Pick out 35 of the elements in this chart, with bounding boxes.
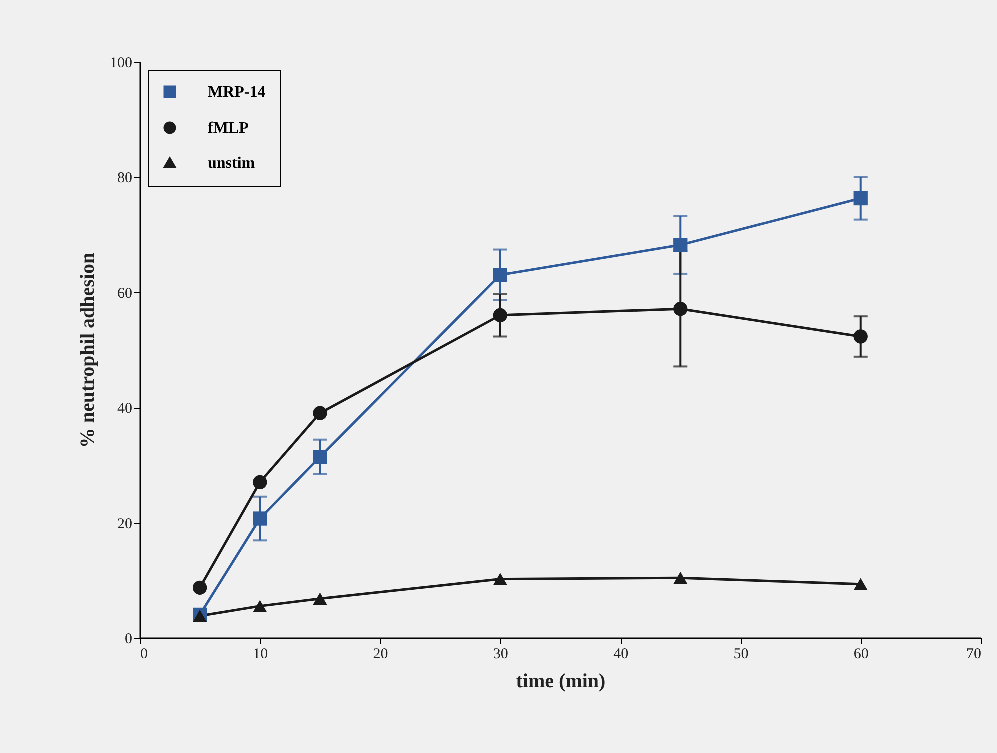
legend-label: MRP-14 [208, 84, 266, 101]
point [674, 302, 688, 316]
y-tick-label: 100 [110, 56, 132, 72]
y-tick-label: 80 [118, 170, 132, 187]
x-tick-label: 50 [734, 646, 749, 662]
legend-label: fMLP [208, 120, 250, 137]
x-tick-label: 20 [373, 646, 388, 662]
legend-label: unstim [208, 155, 256, 172]
point [854, 330, 868, 344]
point [493, 268, 508, 282]
y-tick-label: 20 [118, 516, 132, 532]
point [193, 580, 208, 595]
point [674, 238, 688, 252]
x-tick-label: 10 [253, 646, 268, 662]
point [313, 592, 328, 605]
point [854, 578, 868, 591]
y-tick-label: 40 [118, 401, 132, 418]
x-tick-label: 60 [854, 646, 869, 662]
point [854, 191, 868, 206]
point [493, 573, 508, 586]
x-tick-label: 0 [140, 646, 148, 662]
point [253, 600, 268, 612]
y-axis-title: % neutrophil adhesion [77, 252, 99, 448]
y-tick-label: 0 [125, 632, 132, 648]
point [313, 450, 328, 464]
x-tick-label: 30 [493, 646, 508, 662]
point [313, 406, 328, 420]
x-tick-label: 40 [614, 646, 629, 662]
point [674, 572, 688, 584]
y-tick-label: 60 [118, 286, 132, 302]
x-tick-label: 70 [966, 646, 982, 662]
point [253, 475, 268, 490]
x-axis-title: time (min) [516, 670, 606, 692]
point [493, 308, 508, 322]
point [253, 512, 268, 526]
